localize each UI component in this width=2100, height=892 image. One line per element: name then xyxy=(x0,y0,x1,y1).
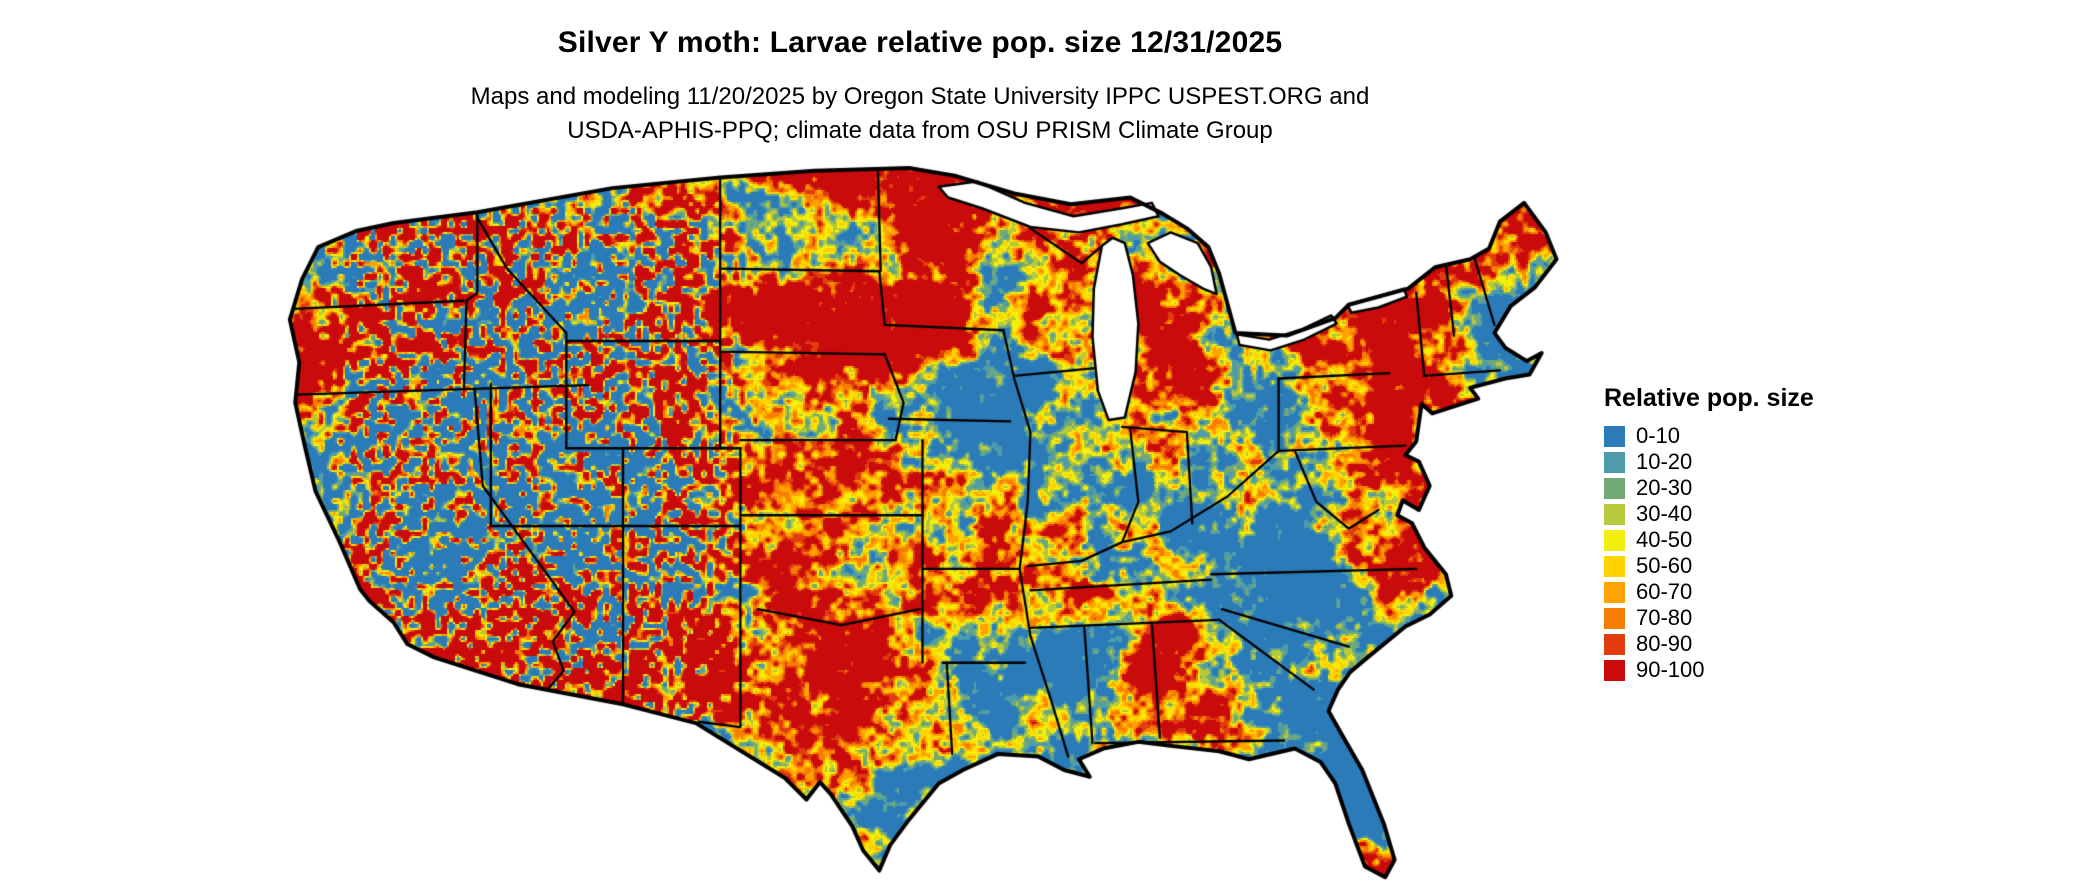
legend-swatch xyxy=(1604,503,1625,525)
legend-row: 80-90 xyxy=(1604,631,1814,657)
legend-swatch xyxy=(1604,477,1625,499)
page-title: Silver Y moth: Larvae relative pop. size… xyxy=(557,26,1283,59)
legend-label: 50-60 xyxy=(1636,553,1693,578)
map-subtitle: Maps and modeling 11/20/2025 by Oregon S… xyxy=(0,80,1840,148)
legend-label: 20-30 xyxy=(1636,475,1693,500)
legend-label: 60-70 xyxy=(1636,579,1693,604)
legend-swatch xyxy=(1604,607,1625,629)
legend-label: 70-80 xyxy=(1636,605,1693,630)
legend-swatch xyxy=(1604,425,1625,447)
legend-row: 30-40 xyxy=(1604,501,1814,527)
legend-label: 0-10 xyxy=(1636,423,1681,448)
subtitle-line-1: Maps and modeling 11/20/2025 by Oregon S… xyxy=(470,83,1370,110)
legend-swatch xyxy=(1604,555,1625,577)
legend-title: Relative pop. size xyxy=(1604,384,1814,412)
legend-swatch xyxy=(1604,633,1625,655)
legend-row: 10-20 xyxy=(1604,449,1814,475)
legend: Relative pop. size 0-10 10-20 20-30 30-4… xyxy=(1604,384,1814,683)
legend-row: 60-70 xyxy=(1604,579,1814,605)
legend-row: 20-30 xyxy=(1604,475,1814,501)
legend-swatch xyxy=(1604,659,1625,681)
us-population-raster-map xyxy=(275,164,1570,888)
legend-row: 0-10 xyxy=(1604,423,1814,449)
legend-row: 70-80 xyxy=(1604,605,1814,631)
legend-row: 50-60 xyxy=(1604,553,1814,579)
subtitle-line-2: USDA-APHIS-PPQ; climate data from OSU PR… xyxy=(567,117,1273,144)
legend-row: 90-100 xyxy=(1604,657,1814,683)
legend-label: 80-90 xyxy=(1636,631,1693,656)
legend-row: 40-50 xyxy=(1604,527,1814,553)
legend-swatch xyxy=(1604,529,1625,551)
legend-label: 30-40 xyxy=(1636,501,1693,526)
legend-swatch xyxy=(1604,581,1625,603)
legend-label: 10-20 xyxy=(1636,449,1693,474)
legend-label: 40-50 xyxy=(1636,527,1693,552)
legend-swatch xyxy=(1604,451,1625,473)
legend-label: 90-100 xyxy=(1636,657,1705,682)
